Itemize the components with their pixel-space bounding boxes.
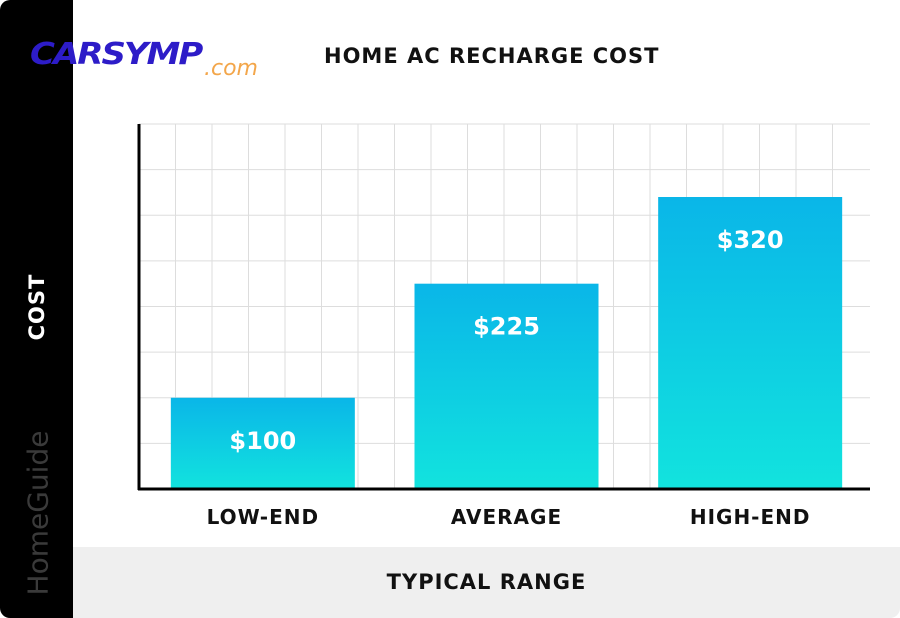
bars: $100 $225 $320	[170, 197, 843, 489]
bar-value-label: $320	[717, 226, 784, 254]
axes	[137, 124, 870, 491]
category-label: HIGH-END	[690, 505, 811, 529]
category-label: AVERAGE	[451, 505, 562, 529]
carsymp-logo: CARSYMP .com	[30, 34, 280, 84]
bar-value-label: $225	[473, 313, 540, 341]
bar-value-label: $100	[229, 427, 296, 455]
category-labels: LOW-END AVERAGE HIGH-END	[207, 505, 811, 529]
bar-high-end	[658, 197, 843, 489]
x-axis-label: TYPICAL RANGE	[386, 570, 587, 594]
logo-sub-text: .com	[204, 56, 258, 81]
chart-title: HOME AC RECHARGE COST	[324, 44, 660, 68]
x-axis-band: TYPICAL RANGE	[73, 547, 900, 618]
bar-average	[414, 283, 599, 489]
category-label: LOW-END	[207, 505, 320, 529]
bar-low-end	[170, 397, 355, 489]
y-axis-band: COST HomeGuide	[0, 0, 73, 618]
logo-main-text: CARSYMP	[30, 36, 203, 72]
